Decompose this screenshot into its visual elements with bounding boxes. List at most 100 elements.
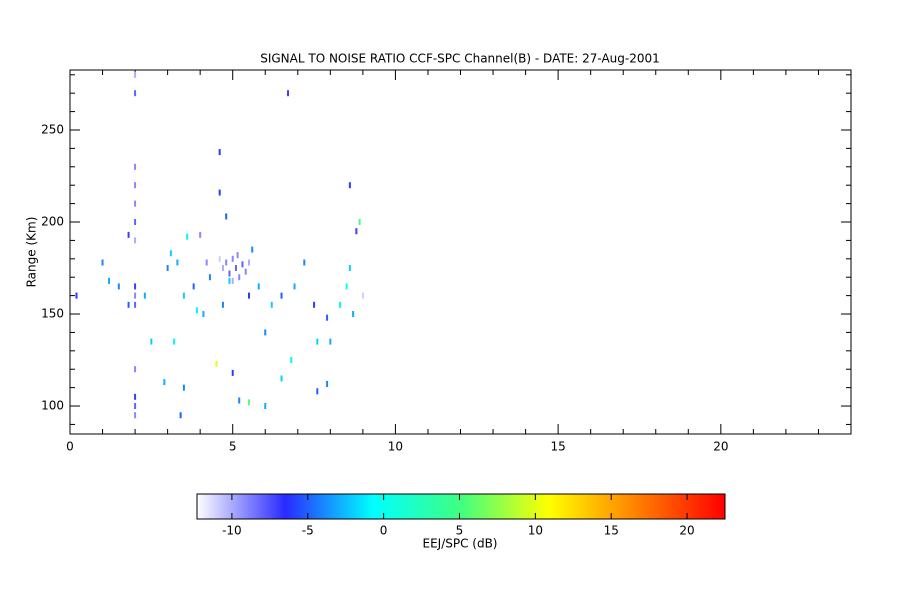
- data-point: [238, 397, 241, 404]
- data-point: [176, 259, 179, 266]
- data-point: [221, 265, 224, 272]
- data-point: [241, 261, 244, 268]
- data-point: [127, 301, 130, 308]
- data-point: [215, 360, 218, 367]
- colorbar-tick-label: 0: [380, 524, 388, 538]
- data-point: [329, 338, 332, 345]
- data-point: [199, 231, 202, 238]
- data-point: [270, 301, 273, 308]
- y-tick-label: 200: [41, 215, 64, 229]
- data-point: [244, 268, 247, 275]
- data-point: [108, 277, 111, 284]
- data-point: [150, 338, 153, 345]
- data-point: [134, 71, 137, 78]
- data-point: [202, 311, 205, 318]
- colorbar-tick-label: -5: [302, 524, 314, 538]
- data-point: [280, 375, 283, 382]
- data-point: [195, 307, 198, 314]
- colorbar-tick-label: 5: [456, 524, 464, 538]
- data-point: [257, 283, 260, 290]
- data-point: [218, 149, 221, 156]
- data-point: [355, 228, 358, 235]
- data-point: [143, 292, 146, 299]
- data-point: [134, 366, 137, 373]
- data-point: [169, 250, 172, 257]
- data-point: [134, 90, 137, 97]
- data-point: [231, 277, 234, 284]
- x-tick-label: 0: [66, 440, 74, 454]
- data-point: [225, 259, 228, 266]
- data-point: [205, 259, 208, 266]
- data-point: [134, 237, 137, 244]
- x-tick-label: 10: [388, 440, 403, 454]
- data-point: [264, 403, 267, 410]
- data-point: [352, 311, 355, 318]
- x-tick-label: 5: [229, 440, 237, 454]
- data-point: [221, 301, 224, 308]
- data-point: [228, 277, 231, 284]
- data-point: [134, 292, 137, 299]
- data-point: [179, 412, 182, 419]
- data-point: [316, 388, 319, 395]
- data-point: [134, 393, 137, 400]
- data-point: [166, 265, 169, 272]
- colorbar-tick-label: -10: [222, 524, 242, 538]
- data-point: [345, 283, 348, 290]
- data-point: [326, 314, 329, 321]
- data-point: [182, 384, 185, 391]
- data-point: [134, 403, 137, 410]
- data-point: [303, 259, 306, 266]
- y-tick-label: 100: [41, 399, 64, 413]
- y-axis-label: Range (Km): [25, 217, 39, 288]
- data-point: [247, 399, 250, 406]
- colorbar-tick-label: 15: [604, 524, 619, 538]
- data-point: [234, 265, 237, 272]
- data-point: [313, 301, 316, 308]
- data-point: [134, 182, 137, 189]
- y-tick-label: 250: [41, 122, 64, 136]
- data-point: [348, 182, 351, 189]
- data-point: [134, 163, 137, 170]
- data-point: [225, 213, 228, 220]
- data-point: [247, 259, 250, 266]
- data-point: [293, 283, 296, 290]
- data-point: [208, 274, 211, 281]
- data-point: [163, 379, 166, 386]
- data-point: [134, 301, 137, 308]
- data-point: [290, 357, 293, 364]
- data-point: [339, 301, 342, 308]
- data-point: [127, 231, 130, 238]
- data-point: [218, 255, 221, 262]
- data-point: [75, 292, 78, 299]
- data-point: [134, 200, 137, 207]
- data-point: [287, 90, 290, 97]
- data-point: [264, 329, 267, 336]
- data-point: [251, 246, 254, 253]
- data-point: [134, 412, 137, 419]
- colorbar-label: EEJ/SPC (dB): [422, 537, 497, 551]
- data-point: [173, 338, 176, 345]
- data-point: [280, 292, 283, 299]
- data-point: [358, 219, 361, 226]
- data-point: [238, 274, 241, 281]
- chart-title: SIGNAL TO NOISE RATIO CCF-SPC Channel(B)…: [260, 52, 660, 66]
- data-point: [218, 189, 221, 196]
- data-point: [348, 265, 351, 272]
- data-point: [134, 219, 137, 226]
- colorbar-tick-label: 10: [528, 524, 543, 538]
- data-point: [134, 283, 137, 290]
- data-point: [316, 338, 319, 345]
- y-tick-label: 150: [41, 307, 64, 321]
- data-point: [326, 380, 329, 387]
- data-point: [236, 252, 239, 259]
- data-point: [101, 259, 104, 266]
- colorbar-tick-label: 20: [679, 524, 694, 538]
- data-point: [231, 369, 234, 376]
- data-point: [186, 233, 189, 240]
- data-point: [182, 292, 185, 299]
- data-point: [247, 292, 250, 299]
- colorbar: [196, 493, 726, 520]
- data-point: [192, 283, 195, 290]
- data-point: [228, 270, 231, 277]
- data-point: [117, 283, 120, 290]
